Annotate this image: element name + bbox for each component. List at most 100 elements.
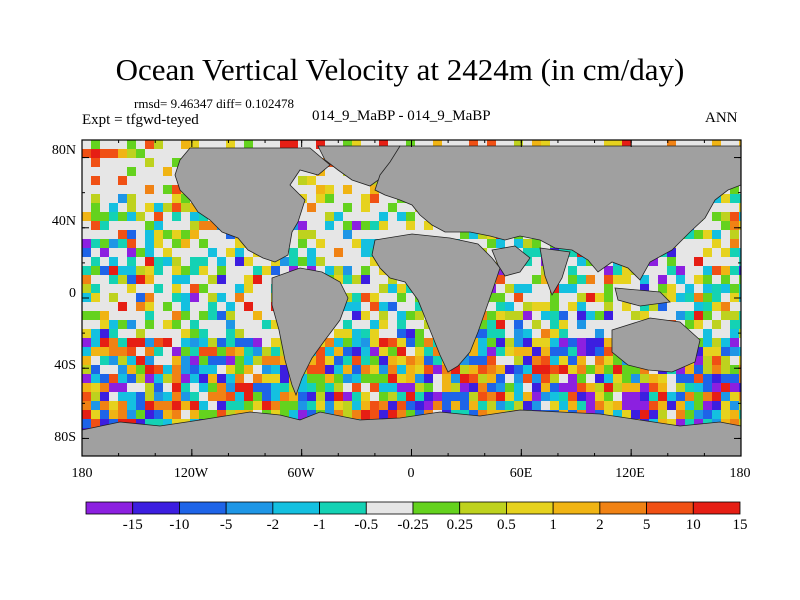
velocity-cell [739, 401, 741, 410]
velocity-cell [109, 167, 118, 176]
velocity-cell [739, 374, 741, 383]
velocity-cell [361, 140, 370, 149]
velocity-cell [325, 203, 334, 212]
velocity-cell [451, 140, 460, 149]
velocity-cell [118, 221, 127, 230]
velocity-cell [244, 311, 253, 320]
velocity-cell [352, 194, 361, 203]
velocity-cell [91, 230, 100, 239]
velocity-cell [523, 392, 532, 401]
velocity-cell [343, 221, 352, 230]
velocity-cell [109, 185, 118, 194]
velocity-cell [577, 311, 586, 320]
velocity-cell [505, 383, 514, 392]
velocity-cell [577, 140, 586, 149]
velocity-cell [307, 185, 316, 194]
velocity-cell [379, 302, 388, 311]
velocity-cell [181, 284, 190, 293]
velocity-cell [118, 320, 127, 329]
velocity-cell [667, 410, 676, 419]
velocity-cell [694, 248, 703, 257]
velocity-cell [253, 401, 262, 410]
velocity-cell [370, 383, 379, 392]
velocity-cell [739, 311, 741, 320]
velocity-cell [136, 176, 145, 185]
velocity-cell [694, 383, 703, 392]
velocity-cell [127, 194, 136, 203]
velocity-cell [226, 284, 235, 293]
velocity-cell [721, 293, 730, 302]
velocity-cell [343, 185, 352, 194]
velocity-cell [226, 401, 235, 410]
velocity-cell [478, 338, 487, 347]
velocity-cell [514, 293, 523, 302]
velocity-cell [514, 275, 523, 284]
velocity-cell [100, 239, 109, 248]
velocity-cell [100, 230, 109, 239]
velocity-cell [154, 266, 163, 275]
velocity-cell [217, 347, 226, 356]
velocity-cell [208, 221, 217, 230]
velocity-cell [586, 374, 595, 383]
velocity-cell [316, 356, 325, 365]
velocity-cell [91, 257, 100, 266]
velocity-cell [550, 320, 559, 329]
velocity-cell [694, 419, 703, 428]
velocity-cell [361, 239, 370, 248]
velocity-cell [100, 140, 109, 149]
velocity-cell [370, 185, 379, 194]
velocity-cell [541, 275, 550, 284]
velocity-cell [667, 302, 676, 311]
velocity-cell [217, 293, 226, 302]
velocity-cell [712, 275, 721, 284]
velocity-cell [577, 329, 586, 338]
velocity-cell [361, 275, 370, 284]
velocity-cell [163, 347, 172, 356]
velocity-cell [487, 392, 496, 401]
velocity-cell [325, 221, 334, 230]
land-arabia [491, 245, 531, 277]
velocity-cell [154, 248, 163, 257]
velocity-cell [343, 347, 352, 356]
velocity-cell [352, 320, 361, 329]
velocity-cell [415, 383, 424, 392]
velocity-cell [136, 293, 145, 302]
velocity-cell [361, 230, 370, 239]
velocity-cell [676, 239, 685, 248]
velocity-cell [730, 212, 739, 221]
velocity-cell [271, 320, 280, 329]
velocity-cell [262, 365, 271, 374]
velocity-cell [190, 257, 199, 266]
velocity-cell [154, 383, 163, 392]
velocity-cell [190, 275, 199, 284]
velocity-cell [532, 392, 541, 401]
velocity-cell [361, 329, 370, 338]
velocity-cell [145, 365, 154, 374]
velocity-cell [496, 239, 505, 248]
velocity-cell [505, 275, 514, 284]
velocity-cell [397, 401, 406, 410]
velocity-cell [154, 311, 163, 320]
velocity-cell [181, 203, 190, 212]
velocity-cell [253, 365, 262, 374]
velocity-cell [505, 365, 514, 374]
velocity-cell [577, 383, 586, 392]
velocity-cell [190, 248, 199, 257]
velocity-cell [532, 347, 541, 356]
velocity-cell [343, 248, 352, 257]
velocity-cell [397, 410, 406, 419]
velocity-cell [730, 230, 739, 239]
colorbar-swatch [132, 501, 180, 515]
velocity-cell [739, 365, 741, 374]
velocity-cell [190, 401, 199, 410]
velocity-cell [676, 140, 685, 149]
velocity-cell [100, 419, 109, 428]
velocity-cell [316, 392, 325, 401]
velocity-cell [406, 374, 415, 383]
velocity-cell [370, 374, 379, 383]
velocity-cell [172, 230, 181, 239]
velocity-cell [307, 365, 316, 374]
velocity-cell [685, 311, 694, 320]
velocity-cell [712, 365, 721, 374]
velocity-cell [451, 401, 460, 410]
